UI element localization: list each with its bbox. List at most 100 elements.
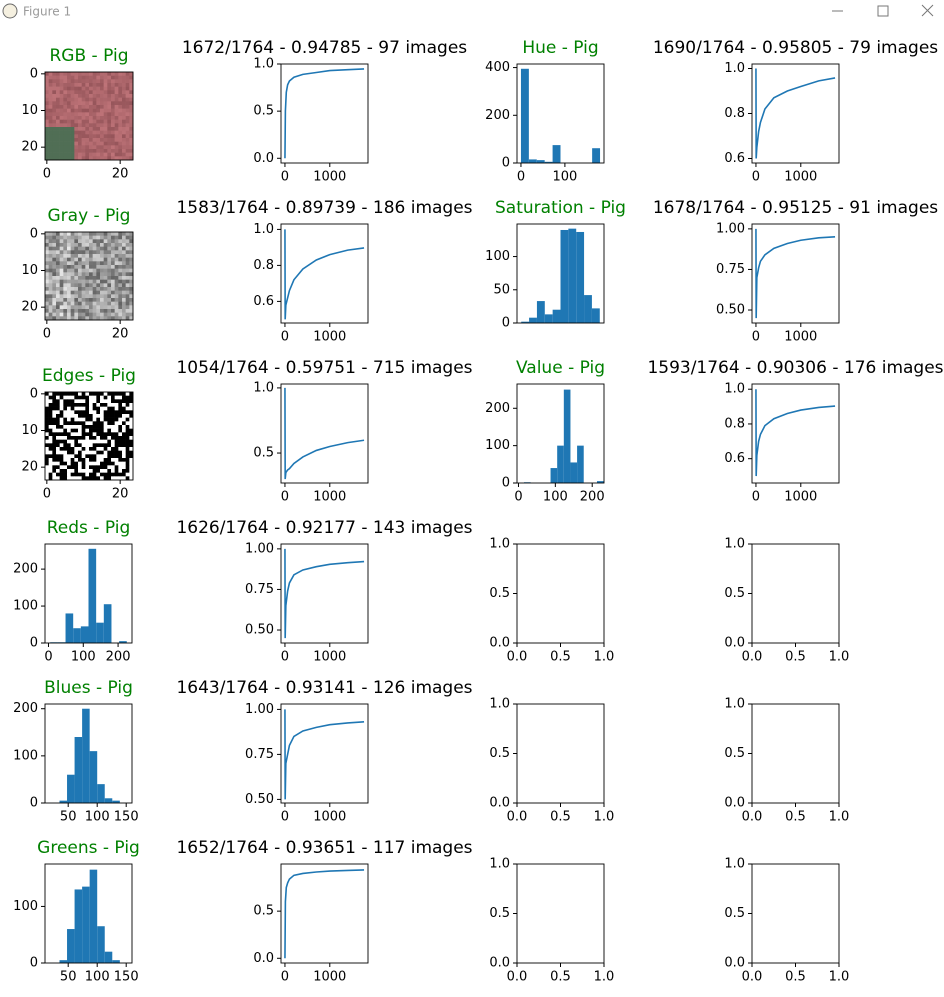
pixel <box>78 439 82 444</box>
pixel <box>52 465 57 470</box>
pixel <box>100 279 104 284</box>
pixel <box>118 257 123 262</box>
pixel <box>78 145 82 150</box>
pixel <box>122 105 126 109</box>
y-tick-label: 0.6 <box>253 294 274 309</box>
pixel <box>70 406 75 411</box>
pixel <box>52 447 57 451</box>
pixel <box>114 134 119 139</box>
pixel <box>111 246 115 251</box>
window-title: Figure 1 <box>23 5 71 19</box>
pixel <box>81 410 86 415</box>
pixel <box>78 138 82 142</box>
subplot-title: 1054/1764 - 0.59751 - 715 images <box>176 358 472 378</box>
pixel <box>122 272 126 277</box>
pixel <box>81 141 86 146</box>
pixel <box>52 79 57 84</box>
pixel <box>63 156 68 161</box>
pixel <box>74 235 79 240</box>
pixel <box>100 301 104 306</box>
pixel <box>103 436 108 440</box>
x-tick-label: 1000 <box>784 170 817 185</box>
pixel <box>100 116 104 120</box>
pixel <box>48 119 53 124</box>
subplot-title: Saturation - Pig <box>495 198 626 218</box>
pixel <box>78 294 82 299</box>
pixel <box>74 421 79 426</box>
pixel <box>81 417 86 422</box>
pixel <box>92 246 97 251</box>
pixel <box>107 414 112 418</box>
y-tick-label: 0.5 <box>724 906 745 921</box>
pixel <box>63 101 68 106</box>
pixel <box>107 149 112 153</box>
pixel <box>81 414 86 418</box>
y-tick-label: 10 <box>21 423 38 438</box>
pixel <box>122 399 126 404</box>
histogram-bar <box>544 161 553 163</box>
histogram-bar <box>82 708 90 803</box>
pixel <box>114 145 119 150</box>
pixel <box>85 235 90 240</box>
pixel <box>81 235 86 240</box>
pixel <box>122 417 126 422</box>
pixel <box>70 254 75 258</box>
y-tick-label: 0.5 <box>253 904 274 919</box>
pixel <box>81 130 86 135</box>
pixel <box>125 94 130 98</box>
pixel <box>92 309 97 313</box>
pixel <box>89 469 93 473</box>
pixel <box>81 127 86 131</box>
pixel <box>85 272 90 277</box>
pixel <box>114 287 119 291</box>
pixel <box>59 414 64 418</box>
pixel <box>114 239 119 244</box>
pixel <box>85 86 90 91</box>
pixel <box>74 105 79 109</box>
pixel <box>122 410 126 415</box>
close-button[interactable] <box>921 4 934 17</box>
pixel <box>122 465 126 470</box>
pixel <box>67 287 71 291</box>
pixel <box>48 428 53 433</box>
pixel <box>59 316 64 321</box>
pixel <box>67 305 71 310</box>
pixel <box>114 417 119 422</box>
maximize-button[interactable] <box>877 5 889 17</box>
pixel <box>100 458 104 462</box>
pixel <box>96 232 101 236</box>
pixel <box>89 141 93 146</box>
pixel <box>89 395 93 400</box>
pixel <box>107 294 112 299</box>
histogram-bar <box>88 548 97 643</box>
pixel <box>96 246 101 251</box>
pixel <box>111 145 115 150</box>
pixel <box>52 406 57 411</box>
pixel <box>118 232 123 236</box>
pixel <box>107 305 112 310</box>
pixel <box>78 454 82 459</box>
pixel <box>59 392 64 396</box>
pixel <box>89 454 93 459</box>
histogram-bar <box>560 229 569 323</box>
pixel <box>59 472 64 477</box>
pixel <box>122 79 126 84</box>
pixel <box>118 243 123 247</box>
pixel <box>45 257 49 262</box>
pixel <box>96 406 101 411</box>
histogram-bar <box>563 389 571 483</box>
pixel <box>85 75 90 80</box>
pixel <box>114 395 119 400</box>
x-tick-label: 0.5 <box>550 810 571 825</box>
pixel <box>67 90 71 95</box>
pixel <box>48 246 53 251</box>
pixel <box>96 298 101 302</box>
histogram-bar <box>74 889 83 963</box>
pixel <box>114 290 119 295</box>
pixel <box>122 243 126 247</box>
pixel <box>67 232 71 236</box>
pixel <box>74 254 79 258</box>
pixel <box>67 443 71 448</box>
pixel <box>107 97 112 102</box>
pixel <box>114 436 119 440</box>
